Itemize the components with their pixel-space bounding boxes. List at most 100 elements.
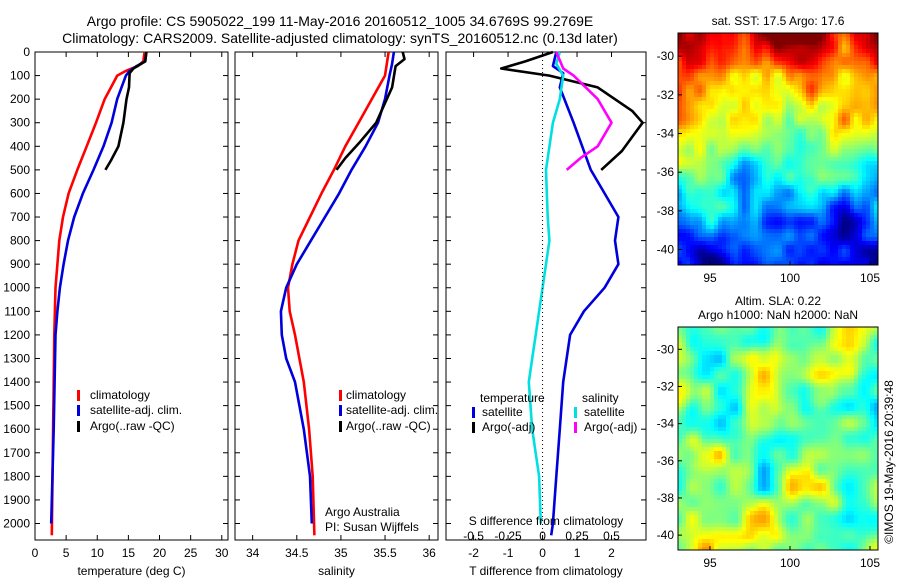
difference-legend-label: satellite xyxy=(584,405,625,419)
salinity-xtick-label: 35 xyxy=(334,546,348,560)
difference-legend-swatch xyxy=(472,422,475,433)
sst_map-ytick-label: -34 xyxy=(657,127,675,141)
sst_map-frame xyxy=(677,32,879,266)
difference-x2tick-label: 0.25 xyxy=(565,529,589,543)
temperature-xtick-label: 20 xyxy=(153,546,167,560)
difference-legend-label: satellite xyxy=(482,405,523,419)
difference-x2tick-label: -0.25 xyxy=(494,529,522,543)
salinity-xtick-label: 34.5 xyxy=(285,546,309,560)
temperature-xlabel: temperature (deg C) xyxy=(77,564,185,578)
sst_map-xtick-label: 105 xyxy=(860,271,880,285)
sla_map-ytick-label: -36 xyxy=(657,454,675,468)
sla_map-title-line1: Altim. SLA: 0.22 xyxy=(735,294,821,308)
difference-x2tick-label: -0.5 xyxy=(463,529,484,543)
temperature-ytick-label: 300 xyxy=(10,116,30,130)
temperature-ytick-label: 2000 xyxy=(3,516,30,530)
salinity-series-satellite-adj-clim-line xyxy=(279,51,396,524)
difference-xtick-label: 1 xyxy=(574,546,581,560)
temperature-xtick-label: 10 xyxy=(91,546,105,560)
sst_map-heatmap-cells xyxy=(678,33,879,266)
salinity-frame xyxy=(234,51,439,541)
sst_map-ytick-label: -36 xyxy=(657,165,675,179)
salinity-legend-swatch xyxy=(339,390,342,401)
salinity-legend-label: Argo(..raw -QC) xyxy=(346,419,431,433)
temperature-ytick-label: 700 xyxy=(10,210,30,224)
temperature-legend-swatch xyxy=(77,405,80,416)
temperature-ytick-label: 600 xyxy=(10,186,30,200)
temperature-legend-swatch xyxy=(77,390,80,401)
temperature-xtick-label: 25 xyxy=(184,546,198,560)
figure-title-line2: Climatology: CARS2009. Satellite-adjuste… xyxy=(62,30,618,46)
sst_map-panel: sat. SST: 17.5 Argo: 17.6 95 100 105 -30 -32 -… xyxy=(657,14,881,285)
temperature-ytick-label: 1700 xyxy=(3,446,30,460)
temperature-ytick-label: 800 xyxy=(10,234,30,248)
sla_map-heatmap-cells xyxy=(678,327,879,551)
temperature-ytick-label: 1400 xyxy=(3,375,30,389)
credit-line1: Argo Australia xyxy=(325,505,400,519)
difference-xlabel: T difference from climatology xyxy=(469,564,623,578)
temperature-legend-swatch xyxy=(77,421,80,432)
sla_map-ytick-label: -32 xyxy=(657,379,675,393)
difference-panel: -2 -1 0 1 2 T difference from climatology S di… xyxy=(445,50,647,578)
temperature-ytick-label: 1800 xyxy=(3,469,30,483)
salinity-series-argo-raw-qc-line xyxy=(335,51,406,171)
difference-legend-label: Argo(-adj) xyxy=(584,420,637,434)
temperature-legend-label: Argo(..raw -QC) xyxy=(90,419,175,433)
sla_map-ytick-label: -38 xyxy=(657,491,675,505)
sla_map-frame xyxy=(677,326,879,551)
sst_map-title-line1: sat. SST: 17.5 Argo: 17.6 xyxy=(712,14,845,28)
temperature-ytick-label: 1600 xyxy=(3,422,30,436)
credit-line2: PI: Susan Wijffels xyxy=(325,520,419,534)
difference-x2tick-label: 0.5 xyxy=(603,529,620,543)
salinity-series-climatology-line xyxy=(286,51,390,536)
difference-legend-swatch xyxy=(574,422,577,433)
difference-legend-label: Argo(-adj) xyxy=(482,420,535,434)
temperature-legend-label: climatology xyxy=(90,388,150,402)
difference-series-argo-adj-line xyxy=(499,50,644,171)
salinity-xtick-label: 36 xyxy=(422,546,436,560)
temperature-ytick-label: 100 xyxy=(10,69,30,83)
sst_map-xtick-label: 95 xyxy=(703,271,717,285)
imos-timestamp: ©IMOS 19-May-2016 20:39:48 xyxy=(882,380,896,544)
temperature-frame xyxy=(34,51,229,541)
difference-series-satellite-line xyxy=(549,51,620,536)
salinity-legend-swatch xyxy=(339,405,342,416)
sla_map-ytick-label: -34 xyxy=(657,417,675,431)
temperature-ytick-label: 1300 xyxy=(3,351,30,365)
temperature-xtick-label: 15 xyxy=(122,546,136,560)
temperature-ytick-label: 900 xyxy=(10,257,30,271)
difference-frame xyxy=(445,51,647,541)
salinity-legend-swatch xyxy=(339,421,342,432)
sst_map-ytick-label: -30 xyxy=(657,49,675,63)
sst_map-ytick-label: -38 xyxy=(657,204,675,218)
difference-legend-header-salinity: salinity xyxy=(582,391,619,405)
salinity-legend-label: satellite-adj. clim. xyxy=(346,403,438,417)
temperature-ytick-label: 1900 xyxy=(3,493,30,507)
temperature-xtick-label: 0 xyxy=(32,546,39,560)
salinity-xlabel: salinity xyxy=(318,564,355,578)
difference-xtick-label: 2 xyxy=(608,546,615,560)
temperature-ytick-label: 1000 xyxy=(3,281,30,295)
difference-x2label: S difference from climatology xyxy=(469,514,624,528)
salinity-panel: 34 34.5 35 35.5 36 salinity climatologysatelli… xyxy=(234,51,439,578)
sla_map-xtick-label: 95 xyxy=(703,556,717,570)
temperature-ytick-label: 1100 xyxy=(4,304,30,318)
temperature-series-satellite-adj-clim-line xyxy=(49,51,148,524)
temperature-xtick-label: 5 xyxy=(63,546,70,560)
sst_map-ytick-label: -32 xyxy=(657,88,675,102)
difference-xtick-label: 0 xyxy=(539,546,546,560)
sla_map-xtick-label: 100 xyxy=(780,556,800,570)
sla_map-ytick-label: -30 xyxy=(657,342,675,356)
difference-series-satellite-line xyxy=(527,51,565,524)
figure-title-line1: Argo profile: CS 5905022_199 11-May-2016… xyxy=(87,13,593,29)
salinity-xtick-label: 34 xyxy=(246,546,260,560)
sla_map-xtick-label: 105 xyxy=(860,556,880,570)
temperature-ytick-label: 0 xyxy=(23,45,30,59)
temperature-ytick-label: 400 xyxy=(10,139,30,153)
salinity-legend-label: climatology xyxy=(346,388,406,402)
difference-legend-header-temperature: temperature xyxy=(480,391,545,405)
difference-xtick-label: -1 xyxy=(503,546,514,560)
sla_map-title-line2: Argo h1000: NaN h2000: NaN xyxy=(698,308,858,322)
